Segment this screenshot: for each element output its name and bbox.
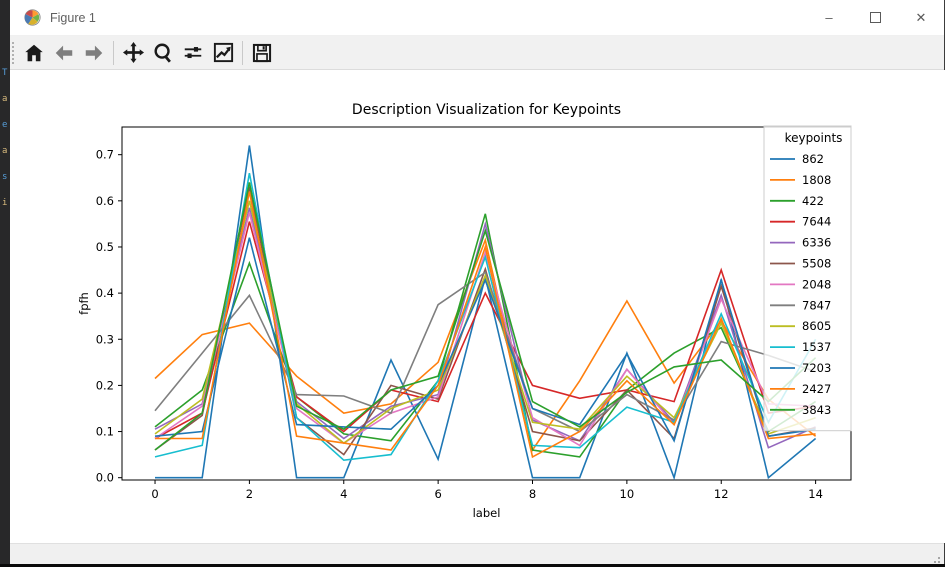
edge-fragment: a — [2, 94, 8, 104]
x-tick-label: 10 — [620, 487, 635, 501]
legend-label-7644: 7644 — [802, 215, 831, 229]
series-line-2427 — [155, 191, 816, 459]
legend-label-6336: 6336 — [802, 236, 831, 250]
minimize-icon: – — [825, 10, 833, 25]
figure-toolbar — [10, 36, 944, 70]
legend-label-862: 862 — [802, 152, 824, 166]
save-button[interactable] — [247, 39, 277, 67]
floppy-disk-icon — [252, 43, 272, 62]
x-tick-label: 6 — [434, 487, 441, 501]
legend-box[interactable] — [763, 125, 852, 432]
edge-fragment: i — [2, 198, 8, 208]
move-arrows-icon — [122, 41, 144, 64]
y-tick-label: 0.4 — [96, 286, 114, 300]
toolbar-separator — [113, 40, 114, 65]
zoom-button[interactable] — [148, 39, 178, 67]
chart-title: Description Visualization for Keypoints — [352, 102, 621, 118]
desktop-edge-strip: T a e a s i — [0, 0, 10, 567]
home-icon — [25, 44, 43, 61]
y-tick-label: 0.0 — [96, 471, 114, 485]
home-button[interactable] — [19, 39, 49, 67]
series-line-2048 — [154, 212, 816, 447]
subplots-button[interactable] — [178, 39, 208, 67]
series-line-5508 — [154, 186, 816, 456]
y-axis-label: fpfh — [77, 292, 91, 315]
y-tick-label: 0.3 — [96, 332, 114, 346]
legend-label-7203: 7203 — [802, 361, 831, 375]
statusbar — [10, 543, 944, 567]
line-chart-icon — [213, 42, 233, 63]
series-line-7203 — [154, 237, 816, 443]
legend-label-1808: 1808 — [802, 173, 831, 187]
window-title: Figure 1 — [50, 10, 96, 25]
x-tick-label: 8 — [529, 487, 536, 501]
x-tick-label: 0 — [151, 487, 158, 501]
resize-grip-icon[interactable] — [931, 554, 941, 564]
axes-frame — [121, 126, 852, 481]
arrow-right-icon — [85, 45, 103, 60]
edge-fragment: T — [2, 68, 8, 78]
figure-canvas[interactable]: Description Visualization for Keypoints 0… — [10, 70, 945, 543]
edge-fragment: s — [2, 172, 8, 182]
y-tick-label: 0.1 — [96, 425, 114, 439]
titlebar[interactable]: Figure 1 – ✕ — [10, 0, 944, 36]
line-chart: Description Visualization for Keypoints 0… — [77, 102, 852, 520]
legend-title: keypoints — [785, 131, 843, 145]
series-line-7847 — [154, 271, 816, 433]
y-tick-label: 0.2 — [96, 378, 114, 392]
legend-label-1537: 1537 — [802, 340, 831, 354]
series-line-3843 — [154, 182, 817, 451]
sliders-icon — [184, 46, 202, 58]
edge-fragment: a — [2, 146, 8, 156]
forward-button[interactable] — [79, 39, 109, 67]
toolbar-separator — [242, 40, 243, 65]
back-button[interactable] — [49, 39, 79, 67]
matplotlib-logo-icon — [24, 9, 41, 26]
legend-label-7847: 7847 — [802, 298, 831, 312]
maximize-button[interactable] — [852, 1, 898, 35]
x-tick-label: 4 — [340, 487, 347, 501]
x-tick-label: 12 — [714, 487, 729, 501]
legend-label-8605: 8605 — [802, 319, 831, 333]
minimize-button[interactable]: – — [806, 1, 852, 35]
edge-fragment: e — [2, 120, 8, 130]
desktop-bottom-strip — [0, 564, 945, 567]
close-icon: ✕ — [915, 9, 927, 25]
x-tick-label: 14 — [808, 487, 823, 501]
x-tick-label: 2 — [246, 487, 253, 501]
close-button[interactable]: ✕ — [898, 1, 944, 35]
toolbar-drag-handle[interactable] — [11, 40, 15, 65]
legend-label-2427: 2427 — [802, 382, 831, 396]
legend-label-5508: 5508 — [802, 257, 831, 271]
y-tick-label: 0.5 — [96, 240, 114, 254]
y-tick-label: 0.6 — [96, 194, 114, 208]
magnifier-icon — [154, 43, 171, 63]
legend-label-2048: 2048 — [802, 277, 831, 291]
legend-label-3843: 3843 — [802, 403, 831, 417]
figure-window: Figure 1 – ✕ — [10, 0, 945, 567]
arrow-left-icon — [55, 45, 73, 60]
pan-button[interactable] — [118, 39, 148, 67]
maximize-icon — [869, 12, 881, 23]
x-axis-label: label — [473, 506, 501, 520]
legend-label-422: 422 — [802, 194, 824, 208]
y-tick-label: 0.7 — [96, 148, 114, 162]
customize-button[interactable] — [208, 39, 238, 67]
